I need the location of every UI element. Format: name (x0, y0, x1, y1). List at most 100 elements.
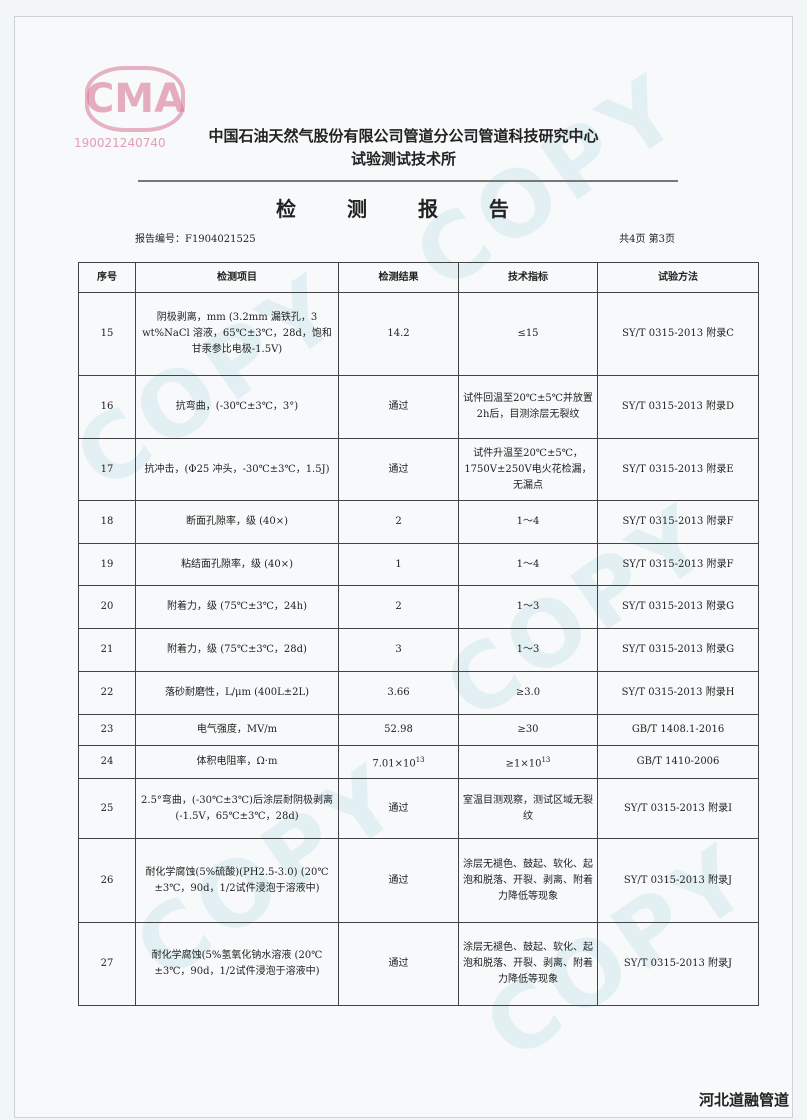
cell-no: 19 (78, 543, 136, 586)
cell-text: 耐化学腐蚀(5%氢氧化钠水溶液 (20℃±3℃，90d，1/2试件浸泡于溶液中) (151, 950, 323, 977)
cell-text: 涂层无褪色、鼓起、软化、起泡和脱落、开裂、剥离、附着力降低等现象 (463, 942, 593, 985)
cell-text: SY/T 0315-2013 附录D (621, 401, 735, 412)
cell-item: 电气强度，MV/m (135, 714, 339, 746)
table-row: 19 粘结面孔隙率，级 (40×) 1 1～4 SY/T 0315-2013 附录F (78, 543, 759, 586)
cell-text: 体积电阻率，Ω·m (196, 756, 278, 767)
cell-item: 附着力，级 (75℃±3℃，24h) (135, 585, 339, 629)
cell-result: 52.98 (338, 714, 459, 746)
cell-text: SY/T 0315-2013 附录I (623, 802, 733, 814)
table-row: 24 体积电阻率，Ω·m 7.01×1013 ≥1×1013 GB/T 1410-200… (78, 745, 759, 779)
cell-no: 24 (78, 745, 136, 779)
cell-text: 25 (100, 802, 114, 814)
cell-text: SY/T 0315-2013 附录C (622, 328, 734, 339)
cell-text: 涂层无褪色、鼓起、软化、起泡和脱落、开裂、剥离、附着力降低等现象 (463, 858, 593, 902)
cell-result: 2 (338, 500, 459, 544)
cell-text: 通过 (388, 463, 409, 475)
cell-result: 通过 (338, 838, 459, 923)
cell-text: 电气强度，MV/m (196, 724, 278, 735)
cell-text: 1 (395, 558, 402, 570)
cell-result: 1 (338, 543, 459, 586)
cell-text: 24 (100, 756, 114, 767)
cell-text: ≥30 (517, 724, 539, 735)
cell-text: GB/T 1408.1-2016 (631, 724, 725, 735)
cell-spec: 1～4 (458, 543, 598, 586)
cell-text: 1～3 (516, 601, 540, 612)
cell-text: 通过 (388, 401, 409, 412)
cell-text: 试件回温至20℃±5℃并放置2h后，目测涂层无裂纹 (463, 393, 593, 420)
cell-text: 粘结面孔隙率，级 (40×) (180, 558, 294, 570)
cell-text: ≥1×10 (505, 758, 542, 770)
cell-no: 26 (78, 838, 136, 923)
cell-text: 1～4 (516, 516, 540, 527)
cell-item: 阴极剥离，mm (3.2mm 漏铁孔，3 wt%NaCl 溶液，65℃±3℃，2… (135, 292, 339, 376)
cell-result: 通过 (338, 778, 459, 839)
cell-result: 通过 (338, 922, 459, 1006)
cell-item: 抗冲击，(Φ25 冲头，-30℃±3℃，1.5J) (135, 438, 339, 501)
cell-result: 2 (338, 585, 459, 629)
table-row: 21 附着力，级 (75℃±3℃，28d) 3 1～3 SY/T 0315-2013 附… (78, 628, 759, 672)
cell-spec: ≥3.0 (458, 671, 598, 715)
table-row: 27 耐化学腐蚀(5%氢氧化钠水溶液 (20℃±3℃，90d，1/2试件浸泡于溶液… (78, 922, 759, 1006)
cell-text: 附着力，级 (75℃±3℃，28d) (167, 644, 307, 655)
cell-item: 附着力，级 (75℃±3℃，28d) (135, 628, 339, 672)
cell-text: 22 (100, 687, 114, 698)
cell-method: SY/T 0315-2013 附录I (597, 778, 759, 839)
table-row: 18 断面孔隙率，级 (40×) 2 1～4 SY/T 0315-2013 附录F (78, 500, 759, 544)
cell-text: 通过 (388, 874, 409, 886)
cell-method: SY/T 0315-2013 附录F (597, 500, 759, 544)
cell-method: SY/T 0315-2013 附录J (597, 838, 759, 923)
org-dept: 试验测试技术所 (350, 150, 456, 168)
cell-text: 1～3 (516, 644, 540, 655)
cell-spec: 涂层无褪色、鼓起、软化、起泡和脱落、开裂、剥离、附着力降低等现象 (458, 838, 598, 923)
cell-item: 抗弯曲，(-30℃±3℃，3°) (135, 375, 339, 439)
col-header: 检测项目 (135, 262, 339, 293)
report-number: 报告编号：F1904021525 (135, 234, 256, 245)
cell-text: SY/T 0315-2013 附录F (622, 516, 734, 527)
cell-result: 3.66 (338, 671, 459, 715)
doc-title: 检 测 报 告 (276, 197, 531, 221)
org-name: 中国石油天然气股份有限公司管道分公司管道科技研究中心 (208, 127, 599, 145)
table-row: 25 2.5°弯曲，(-30℃±3℃)后涂层耐阴极剥离 (-1.5V，65℃±3℃… (78, 778, 759, 839)
cell-item: 断面孔隙率，级 (40×) (135, 500, 339, 544)
cell-text: 17 (100, 463, 114, 475)
cell-text: GB/T 1410-2006 (636, 756, 720, 767)
cell-text: 耐化学腐蚀(5%硫酸)(PH2.5-3.0) (20℃±3℃，90d，1/2试件… (145, 866, 329, 894)
cell-spec: 涂层无褪色、鼓起、软化、起泡和脱落、开裂、剥离、附着力降低等现象 (458, 922, 598, 1006)
cell-no: 27 (78, 922, 136, 1006)
cell-text: 21 (100, 644, 114, 655)
cell-text: SY/T 0315-2013 附录G (621, 601, 735, 612)
cell-method: SY/T 0315-2013 附录J (597, 922, 759, 1006)
cell-text: 26 (100, 874, 114, 886)
table-row: 17 抗冲击，(Φ25 冲头，-30℃±3℃，1.5J) 通过 试件升温至20℃±5℃… (78, 438, 759, 501)
cell-result: 3 (338, 628, 459, 672)
cell-text: 通过 (388, 802, 409, 814)
cma-stamp: CMA (85, 66, 185, 132)
cell-method: GB/T 1408.1-2016 (597, 714, 759, 746)
cell-item: 耐化学腐蚀(5%硫酸)(PH2.5-3.0) (20℃±3℃，90d，1/2试件… (135, 838, 339, 923)
exponent: 13 (541, 755, 551, 764)
cell-text: 20 (100, 601, 114, 612)
table-row: 16 抗弯曲，(-30℃±3℃，3°) 通过 试件回温至20℃±5℃并放置2h后，目测… (78, 375, 759, 439)
cell-no: 16 (78, 375, 136, 439)
cell-spec: ≤15 (458, 292, 598, 376)
cell-method: SY/T 0315-2013 附录F (597, 543, 759, 586)
cell-text: 抗弯曲，(-30℃±3℃，3°) (175, 401, 299, 412)
cell-text: 16 (100, 401, 114, 412)
cell-method: SY/T 0315-2013 附录D (597, 375, 759, 439)
cell-method: SY/T 0315-2013 附录E (597, 438, 759, 501)
footer-brand: 河北道融管道 (698, 1091, 789, 1109)
cell-text: 23 (100, 724, 114, 735)
cell-text: SY/T 0315-2013 附录E (622, 463, 734, 475)
table-row: 23 电气强度，MV/m 52.98 ≥30 GB/T 1408.1-2016 (78, 714, 759, 746)
col-header: 序号 (78, 262, 136, 293)
cell-spec: 试件升温至20℃±5℃，1750V±250V电火花检漏，无漏点 (458, 438, 598, 501)
cell-text: 3.66 (387, 687, 410, 698)
cell-spec: 1～4 (458, 500, 598, 544)
cell-text: 2 (395, 516, 402, 527)
cell-no: 23 (78, 714, 136, 746)
cell-text: 抗冲击，(Φ25 冲头，-30℃±3℃，1.5J) (144, 463, 330, 475)
cell-no: 25 (78, 778, 136, 839)
cell-text: SY/T 0315-2013 附录G (621, 644, 735, 655)
cell-text: 通过 (388, 958, 409, 969)
cell-method: SY/T 0315-2013 附录H (597, 671, 759, 715)
